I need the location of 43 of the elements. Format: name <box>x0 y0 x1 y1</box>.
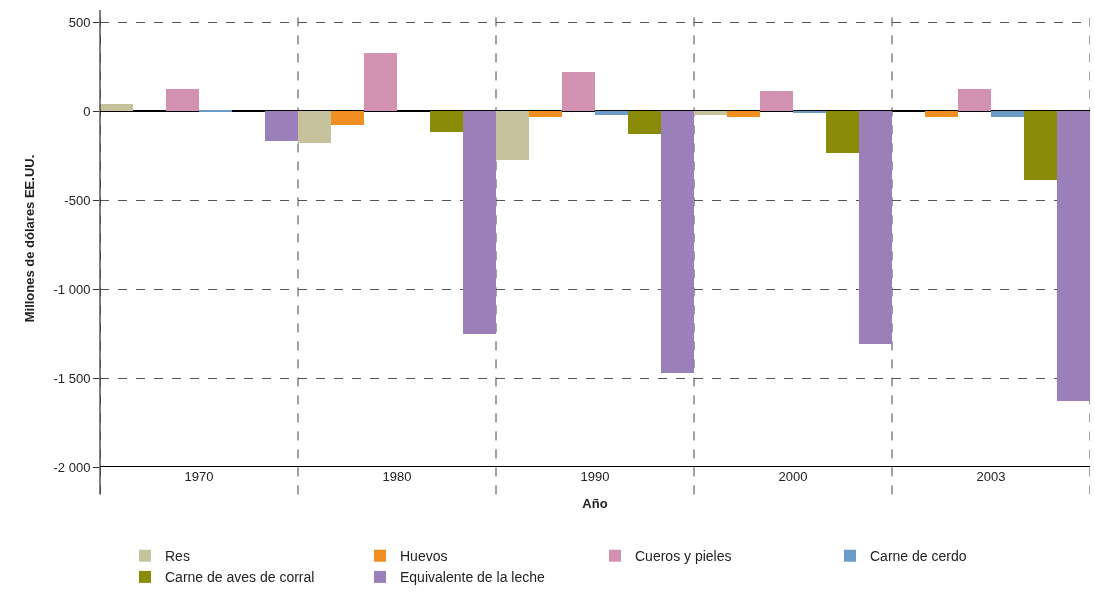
legend-label: Cueros y pieles <box>635 548 732 565</box>
bar <box>100 104 133 111</box>
legend-label: Carne de cerdo <box>870 548 967 565</box>
bar <box>463 111 496 334</box>
x-tick-label: 2003 <box>976 469 1006 484</box>
bar <box>727 111 760 117</box>
bar <box>166 89 199 111</box>
bar <box>562 72 595 111</box>
y-tick-label: 500 <box>68 15 91 30</box>
x-tick-label: 1990 <box>580 469 610 484</box>
bar <box>958 89 991 111</box>
bar <box>1024 111 1057 180</box>
bar <box>760 91 793 111</box>
x-tick-label: 1980 <box>382 469 412 484</box>
bar <box>661 111 694 373</box>
x-axis-title: Año <box>582 495 608 511</box>
bar <box>925 111 958 117</box>
y-axis-title: Millones de dólares EE.UU. <box>22 154 38 323</box>
bar <box>826 111 859 153</box>
legend-label: Huevos <box>400 548 448 565</box>
x-tick-label: 2000 <box>778 469 808 484</box>
bar <box>694 111 727 115</box>
legend-label: Equivalente de la leche <box>400 569 545 586</box>
bar <box>364 53 397 111</box>
y-tick-label: -1 000 <box>53 281 91 297</box>
legend-label: Carne de aves de corral <box>165 569 315 586</box>
y-tick-label: -500 <box>64 192 91 208</box>
bar <box>628 111 661 134</box>
bar <box>496 111 529 160</box>
x-tick-label: 1970 <box>184 469 214 484</box>
bar <box>430 111 463 132</box>
bar <box>298 111 331 143</box>
legend-label: Res <box>165 548 190 565</box>
bar <box>859 111 892 344</box>
y-tick-label: -2 000 <box>53 459 91 475</box>
bar <box>331 111 364 125</box>
y-tick-label: 0 <box>83 103 91 119</box>
bar <box>265 111 298 141</box>
y-tick-label: -1 500 <box>53 370 91 386</box>
bar <box>1057 111 1090 401</box>
bar <box>991 111 1024 117</box>
bar <box>595 111 628 115</box>
bar <box>529 111 562 117</box>
